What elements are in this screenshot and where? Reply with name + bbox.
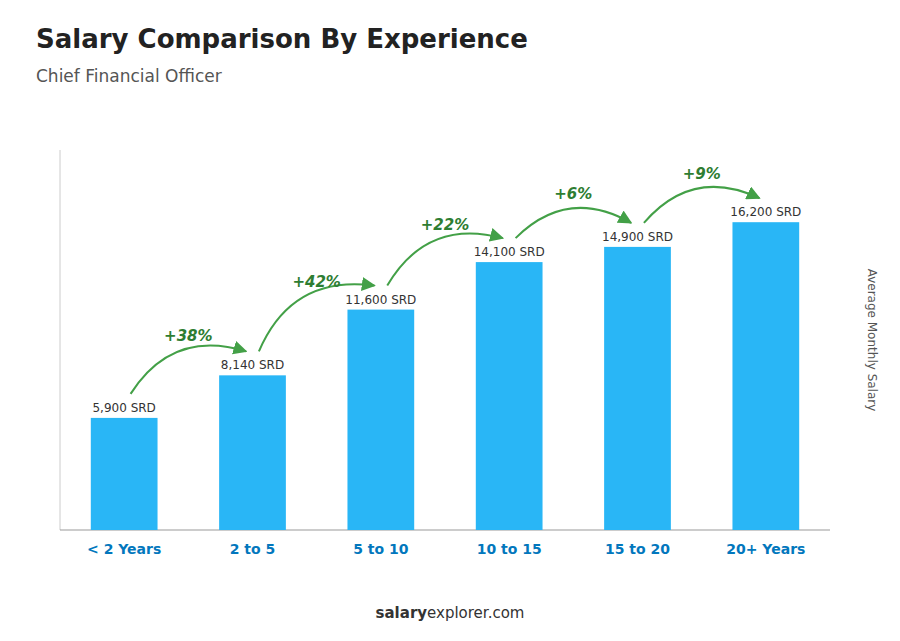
category-label: < 2 Years: [87, 541, 161, 557]
data-label: 8,140 SRD: [221, 358, 284, 372]
bar: [732, 222, 799, 530]
y-axis-line: [60, 150, 61, 530]
data-label: 14,100 SRD: [474, 245, 545, 259]
change-label: +42%: [292, 273, 340, 291]
change-label: +9%: [683, 165, 721, 183]
category-label: 2 to 5: [230, 541, 276, 557]
category-label: 5 to 10: [353, 541, 409, 557]
data-label: 14,900 SRD: [602, 230, 673, 244]
change-label: +22%: [421, 216, 469, 234]
change-arrow: [259, 284, 375, 351]
change-arrow: [516, 208, 632, 238]
change-label: +6%: [554, 185, 592, 203]
change-arrow: [644, 187, 760, 223]
bar: [476, 262, 543, 530]
data-label: 16,200 SRD: [730, 205, 801, 219]
y-axis-label: Average Monthly Salary: [865, 269, 879, 412]
subtitle: Chief Financial Officer: [36, 66, 222, 86]
footer-part: explorer.com: [427, 604, 524, 622]
chart: Salary Comparison By Experience Chief Fin…: [0, 0, 900, 641]
title: Salary Comparison By Experience: [36, 24, 528, 54]
bar: [347, 310, 414, 530]
data-label: 11,600 SRD: [345, 293, 416, 307]
baseline: [60, 530, 830, 531]
footer: salaryexplorer.com: [376, 604, 525, 622]
data-label: 5,900 SRD: [92, 401, 155, 415]
footer-part: salary: [376, 604, 428, 622]
bar: [91, 418, 158, 530]
category-label: 20+ Years: [726, 541, 805, 557]
change-arrow: [131, 346, 247, 394]
bars: [91, 222, 799, 530]
change-arrow: [387, 233, 503, 285]
background: [0, 0, 900, 641]
bar: [604, 247, 671, 530]
change-label: +38%: [164, 327, 212, 345]
category-label: 15 to 20: [605, 541, 670, 557]
bar: [219, 375, 286, 530]
category-label: 10 to 15: [477, 541, 542, 557]
